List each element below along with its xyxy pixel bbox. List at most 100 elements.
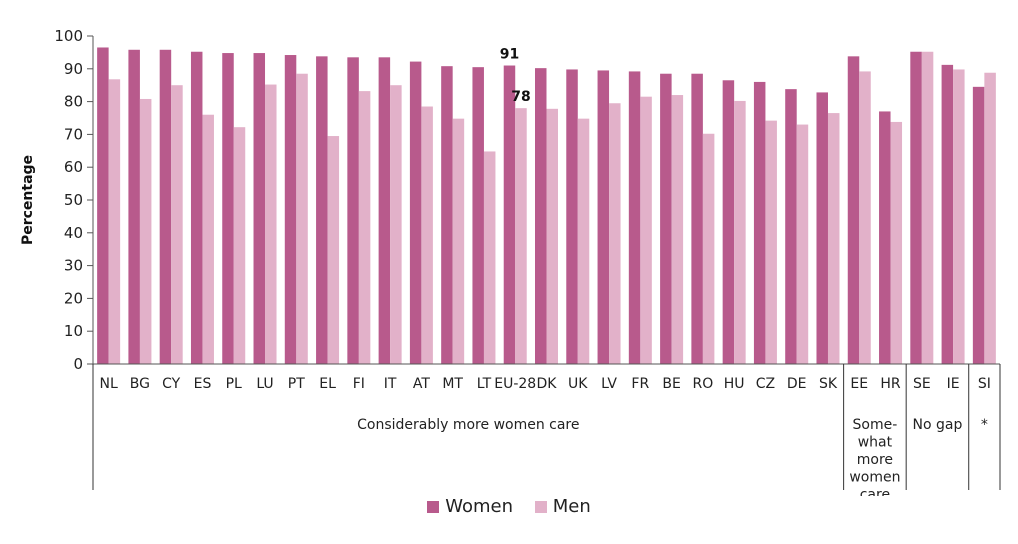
bar-women-cz: [753, 81, 766, 365]
bar-women-lv: [597, 70, 610, 364]
x-tick-label: CZ: [756, 376, 775, 392]
x-tick-label: EL: [319, 376, 336, 392]
bar-women-ee: [847, 56, 860, 364]
legend-item-women: Women: [427, 496, 513, 517]
bar-men-dk: [546, 108, 558, 364]
bar-men-at: [421, 106, 433, 365]
bar-men-lv: [609, 103, 621, 365]
bar-men-uk: [577, 118, 590, 364]
bar-men-it: [390, 85, 402, 364]
bar-men-hu: [734, 100, 746, 364]
group-label: No gap: [913, 417, 963, 433]
bar-women-si: [972, 86, 985, 364]
chart-legend: Women Men: [0, 496, 1018, 518]
group-label: more: [857, 452, 893, 468]
y-tick-label: 30: [64, 257, 83, 275]
x-tick-label: PT: [288, 376, 305, 392]
bar-men-ee: [859, 71, 871, 364]
x-tick-label: CY: [162, 376, 181, 392]
bar-women-ro: [691, 73, 703, 364]
x-tick-label: DE: [787, 376, 807, 392]
bar-women-se: [910, 51, 922, 365]
bar-women-pl: [222, 53, 234, 364]
bar-women-at: [409, 61, 422, 365]
bar-men-el: [327, 136, 340, 364]
group-label: what: [858, 435, 893, 451]
legend-swatch-women: [427, 500, 440, 513]
x-tick-label: LT: [477, 376, 492, 392]
x-tick-label: ES: [194, 376, 212, 392]
bar-women-hu: [722, 80, 735, 364]
bar-men-cy: [171, 85, 183, 364]
bar-men-nl: [108, 79, 121, 365]
bar-women-el: [316, 56, 328, 364]
x-tick-label: IE: [947, 376, 960, 392]
bar-women-eu-28: [503, 65, 516, 365]
x-tick-label: LV: [601, 376, 617, 392]
bar-chart: 0 10 20 30 40 50 60 70 80 90 100 Percentage NL BG CY ES…: [20, 27, 1001, 496]
y-tick-label: 40: [64, 224, 83, 242]
legend-swatch-men: [534, 500, 547, 513]
x-tick-label: MT: [442, 376, 463, 392]
data-label-women: 91: [500, 47, 519, 63]
bar-women-dk: [535, 68, 547, 365]
bar-men-fi: [358, 91, 371, 364]
bar-men-eu-28: [515, 108, 527, 364]
legend-item-men: Men: [534, 496, 591, 517]
y-tick-label: 60: [64, 158, 83, 176]
x-tick-label: DK: [537, 376, 558, 392]
x-tick-label: RO: [693, 376, 714, 392]
bar-men-fr: [640, 96, 652, 365]
legend-label-men: Men: [552, 496, 591, 517]
y-axis-title: Percentage: [20, 155, 36, 245]
bar-men-hr: [890, 121, 903, 364]
x-tick-label: SE: [913, 376, 931, 392]
bar-men-be: [671, 95, 684, 364]
bar-men-se: [921, 51, 934, 365]
bar-men-de: [796, 124, 809, 364]
bar-women-lt: [472, 67, 484, 364]
bar-women-nl: [97, 47, 109, 364]
bar-women-it: [378, 57, 391, 364]
bar-women-sk: [816, 92, 828, 364]
group-label: Considerably more women care: [357, 417, 579, 433]
bar-women-mt: [441, 66, 453, 365]
bar-men-sk: [827, 113, 840, 364]
bar-men-si: [984, 72, 996, 365]
bar-women-de: [785, 89, 797, 365]
bar-men-mt: [452, 118, 465, 364]
x-tick-label: BE: [662, 376, 680, 392]
bar-women-hr: [879, 111, 891, 364]
bar-men-lu: [265, 84, 277, 364]
bar-women-fi: [347, 57, 359, 364]
x-tick-label: LU: [256, 376, 273, 392]
x-tick-label: EU-28: [494, 376, 536, 392]
x-tick-label: HR: [880, 376, 901, 392]
x-tick-label: BG: [130, 376, 150, 392]
group-label: women: [849, 470, 900, 486]
bar-women-es: [190, 51, 203, 365]
bar-women-be: [660, 73, 672, 364]
y-tick-label: 100: [54, 27, 83, 45]
x-tick-label: SI: [978, 376, 991, 392]
bar-women-ie: [941, 64, 954, 364]
bar-women-pt: [284, 55, 297, 365]
x-tick-label: NL: [99, 376, 117, 392]
bar-men-cz: [765, 120, 777, 365]
y-tick-label: 50: [64, 191, 83, 209]
legend-label-women: Women: [445, 496, 514, 517]
y-tick-label: 70: [64, 125, 83, 143]
x-tick-label: HU: [724, 376, 745, 392]
bar-men-es: [202, 114, 214, 364]
x-tick-label: FR: [631, 376, 649, 392]
x-tick-label: FI: [353, 376, 365, 392]
x-tick-label: SK: [819, 376, 838, 392]
x-tick-label: PL: [226, 376, 242, 392]
bar-women-bg: [128, 49, 140, 364]
bar-men-bg: [139, 98, 152, 364]
x-tick-label: UK: [568, 376, 588, 392]
data-label-men: 78: [511, 89, 530, 105]
bar-men-lt: [483, 151, 496, 364]
bar-women-fr: [628, 71, 641, 364]
y-tick-label: 90: [64, 60, 83, 78]
